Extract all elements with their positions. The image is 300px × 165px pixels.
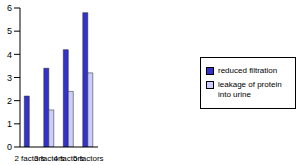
html-text:reduced filtration: reduced filtration xyxy=(218,65,278,75)
svg-text:2 factors: 2 factors xyxy=(14,153,46,163)
svg-text:5 factors: 5 factors xyxy=(73,154,104,163)
svg-text:3: 3 xyxy=(7,73,12,83)
html-text:leakage of protein into urine: leakage of protein into urine xyxy=(218,79,282,99)
svg-text:6: 6 xyxy=(7,3,12,13)
svg-text:2: 2 xyxy=(7,96,12,106)
svg-text:5: 5 xyxy=(7,26,12,36)
svg-text:1: 1 xyxy=(7,119,12,129)
svg-text:4 factors: 4 factors xyxy=(53,153,85,163)
svg-text:3 factors: 3 factors xyxy=(33,153,65,163)
svg-text:0: 0 xyxy=(7,142,12,152)
svg-text:4: 4 xyxy=(7,50,12,60)
